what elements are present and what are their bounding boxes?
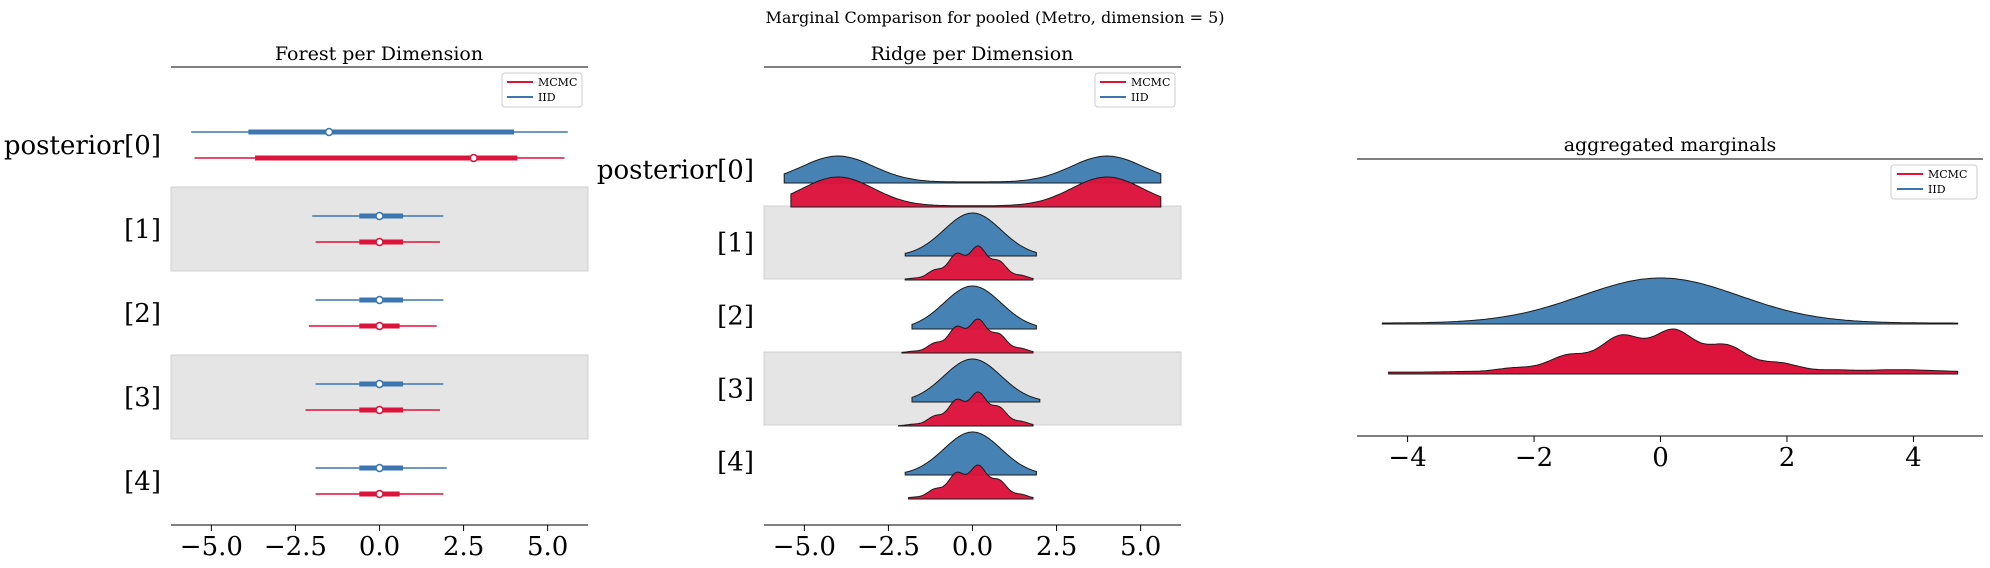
- ridge-row-label: posterior[0]: [597, 156, 754, 186]
- ridge-x-tick-label: 2.5: [1036, 532, 1077, 562]
- ridge-row-labels: posterior[0] [1] [2] [3] [4]: [597, 156, 754, 478]
- aggregated-x-axis: −4 −2 0 2 4: [1388, 436, 1922, 473]
- ridge-x-axis: −5.0 −2.5 0.0 2.5 5.0: [773, 525, 1161, 562]
- ridge-row-label: [2]: [717, 302, 754, 332]
- forest-row-label: posterior[0]: [4, 131, 161, 161]
- ridge-x-tick-label: −5.0: [773, 532, 836, 562]
- forest-legend-mcmc-label: MCMC: [538, 76, 577, 89]
- aggregated-x-tick-label: −4: [1388, 443, 1426, 473]
- figure-title: Marginal Comparison for pooled (Metro, d…: [765, 8, 1224, 27]
- forest-row-band: [170, 354, 589, 440]
- forest-iid-point: [375, 463, 384, 473]
- forest-row-label: [1]: [124, 215, 161, 245]
- forest-title: Forest per Dimension: [275, 43, 483, 65]
- forest-x-tick-label: 2.5: [443, 532, 484, 562]
- ridge-row-label: [4]: [717, 448, 754, 478]
- ridge-iid-density: [911, 285, 1037, 330]
- ridge-legend-iid-label: IID: [1131, 91, 1149, 104]
- forest-iid-point: [324, 127, 334, 137]
- aggregated-x-tick-label: 4: [1905, 443, 1922, 473]
- forest-row-label: [3]: [124, 383, 161, 413]
- forest-mcmc-point: [375, 489, 384, 499]
- ridge-title: Ridge per Dimension: [871, 43, 1074, 65]
- aggregated-panel: aggregated marginals −4 −2 0 2 4 MCMC IID: [1357, 134, 1983, 473]
- forest-mcmc-point: [375, 237, 384, 247]
- aggregated-density-curves: [1381, 277, 1959, 375]
- ridge-x-tick-label: −2.5: [857, 532, 920, 562]
- forest-row-band: [170, 186, 589, 272]
- aggregated-mcmc-density: [1388, 328, 1959, 375]
- forest-x-tick-label: 0.0: [359, 532, 400, 562]
- ridge-row-label: [1]: [717, 229, 754, 259]
- ridge-mcmc-density: [898, 391, 1034, 427]
- forest-legend-iid-label: IID: [538, 91, 556, 104]
- aggregated-legend: MCMC IID: [1890, 164, 1978, 200]
- forest-mcmc-point: [469, 153, 478, 163]
- forest-row-bands: [170, 186, 589, 440]
- aggregated-x-tick-label: 2: [1779, 443, 1796, 473]
- ridge-iid-density: [783, 155, 1162, 184]
- ridge-mcmc-density: [904, 245, 1034, 281]
- aggregated-x-tick-label: 0: [1652, 443, 1669, 473]
- ridge-density-curves: [783, 155, 1162, 500]
- ridge-panel: Ridge per Dimension posterior[0] [1] [2] [3…: [597, 43, 1182, 562]
- forest-marks: [191, 127, 568, 499]
- forest-row-labels: posterior[0] [1] [2] [3] [4]: [4, 131, 161, 497]
- forest-x-axis: −5.0 −2.5 0.0 2.5 5.0: [180, 525, 568, 562]
- ridge-iid-density: [911, 358, 1041, 403]
- ridge-legend: MCMC IID: [1094, 72, 1176, 108]
- ridge-mcmc-density: [790, 176, 1162, 208]
- forest-x-tick-label: −2.5: [264, 532, 327, 562]
- aggregated-title: aggregated marginals: [1564, 134, 1777, 156]
- ridge-iid-density: [904, 212, 1037, 257]
- ridge-x-tick-label: 5.0: [1120, 532, 1161, 562]
- ridge-mcmc-density: [908, 464, 1034, 500]
- aggregated-x-tick-label: −2: [1515, 443, 1553, 473]
- forest-mcmc-point: [375, 321, 384, 331]
- forest-iid-point: [375, 211, 384, 221]
- ridge-mcmc-density: [901, 318, 1034, 354]
- forest-legend: MCMC IID: [501, 72, 583, 108]
- aggregated-legend-mcmc-label: MCMC: [1928, 168, 1967, 181]
- aggregated-legend-iid-label: IID: [1928, 183, 1946, 196]
- forest-iid-point: [375, 379, 384, 389]
- ridge-legend-mcmc-label: MCMC: [1131, 76, 1170, 89]
- forest-x-tick-label: 5.0: [527, 532, 568, 562]
- forest-row-label: [4]: [124, 467, 161, 497]
- ridge-row-label: [3]: [717, 375, 754, 405]
- aggregated-iid-density: [1381, 277, 1959, 325]
- ridge-iid-density: [904, 431, 1037, 476]
- ridge-x-tick-label: 0.0: [952, 532, 993, 562]
- forest-mcmc-point: [375, 405, 384, 415]
- forest-iid-point: [375, 295, 384, 305]
- forest-panel: Forest per Dimension posterior[0] [1] [2] […: [4, 43, 589, 562]
- forest-row-label: [2]: [124, 299, 161, 329]
- forest-x-tick-label: −5.0: [180, 532, 243, 562]
